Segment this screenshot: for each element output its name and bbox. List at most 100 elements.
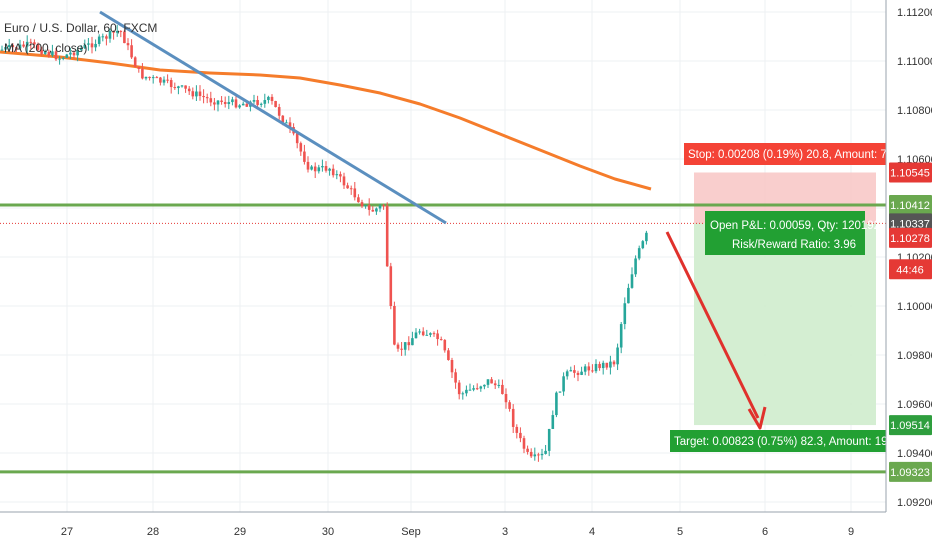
candle-body — [69, 52, 72, 55]
candle-body — [483, 384, 486, 387]
candle-body — [583, 366, 587, 372]
candle-body — [321, 166, 324, 168]
candle-body — [61, 57, 65, 59]
candle-body — [281, 115, 285, 123]
candle-body — [213, 102, 216, 105]
candle-body — [342, 176, 346, 186]
price-tag — [889, 259, 932, 280]
candle-body — [267, 96, 270, 101]
candle-body — [623, 303, 627, 325]
candle-body — [97, 36, 101, 44]
candle-body — [407, 342, 411, 346]
candle-body — [454, 372, 457, 383]
price-tag — [889, 461, 932, 482]
price-tag-label: 1.10278 — [890, 233, 930, 245]
candle-body — [191, 91, 195, 97]
candle-body — [591, 370, 594, 372]
candle-body — [558, 391, 562, 393]
target-arrow-head — [747, 406, 767, 430]
candle-body — [493, 383, 497, 386]
candle-body — [4, 47, 7, 50]
candle-body — [241, 103, 245, 106]
candle-body — [227, 102, 231, 105]
candle-body — [547, 428, 551, 451]
candle-body — [389, 266, 393, 307]
candle-body — [29, 41, 33, 43]
candle-body — [641, 241, 645, 249]
candle-body — [357, 197, 360, 203]
candle-body — [587, 366, 591, 371]
candle-body — [313, 166, 317, 172]
candle-body — [360, 202, 364, 207]
candle-body — [195, 91, 198, 97]
candle-body — [533, 454, 537, 457]
candle-body — [0, 49, 4, 51]
candle-body — [403, 342, 407, 350]
candle-body — [58, 58, 61, 60]
candle-body — [457, 382, 461, 395]
candle-body — [295, 133, 299, 144]
candle-body — [339, 174, 342, 177]
candle-body — [231, 99, 234, 103]
candle-body — [306, 161, 310, 170]
candle-body — [450, 360, 454, 373]
candle-body — [501, 384, 504, 395]
candle-body — [310, 166, 313, 170]
price-tag — [889, 227, 932, 248]
price-tag — [889, 415, 932, 436]
candle-body — [108, 31, 112, 39]
price-tick-label: 1.09200 — [897, 497, 932, 509]
candle-body — [177, 86, 180, 89]
candle-body — [252, 99, 256, 102]
candle-body — [472, 388, 475, 390]
candle-body — [155, 77, 159, 79]
candle-body — [439, 339, 443, 341]
candle-body — [522, 438, 526, 449]
time-tick-label: Sep — [401, 526, 421, 538]
candle-body — [565, 371, 569, 377]
candle-body — [378, 205, 382, 209]
candle-body — [544, 450, 547, 454]
candle-body — [166, 79, 169, 81]
candle-body — [562, 376, 565, 392]
candle-body — [79, 48, 83, 51]
candle-body — [432, 333, 436, 335]
candle-body — [173, 87, 177, 89]
candle-body — [526, 448, 529, 452]
price-tick-label: 1.10800 — [897, 105, 932, 117]
candle-body — [573, 370, 576, 373]
candle-body — [11, 45, 15, 48]
candle-body — [468, 389, 472, 391]
candle-body — [180, 85, 184, 87]
candle-body — [133, 57, 137, 67]
time-tick-label: 4 — [589, 526, 595, 538]
candle-body — [486, 379, 490, 385]
candle-body — [187, 88, 191, 92]
price-tag-label: 1.10337 — [890, 218, 930, 230]
time-ticks: 27 28 29 30 Sep 3 4 5 6 9 — [61, 526, 854, 538]
price-tag-label: 1.09514 — [890, 420, 930, 432]
indicator-label: MA (200, close) — [4, 41, 87, 55]
candle-body — [43, 51, 47, 54]
price-tick-label: 1.09800 — [897, 350, 932, 362]
pnl-label-box — [705, 211, 865, 255]
candle-body — [519, 432, 522, 439]
candle-body — [537, 454, 540, 456]
candle-body — [436, 333, 439, 340]
candle-body — [382, 205, 385, 207]
candle-body — [447, 350, 450, 361]
candle-body — [497, 384, 501, 386]
candle-body — [317, 167, 321, 172]
price-tag-label: 1.09323 — [890, 467, 930, 479]
candle-body — [159, 77, 162, 83]
time-tick-label: 6 — [762, 526, 768, 538]
candle-body — [331, 168, 335, 176]
time-axis-bg — [0, 512, 932, 550]
grid — [0, 0, 886, 512]
candle-body — [259, 103, 263, 105]
candle-body — [18, 44, 22, 49]
target-zone — [694, 223, 876, 426]
candle-body — [429, 333, 432, 335]
time-tick-label: 27 — [61, 526, 73, 538]
